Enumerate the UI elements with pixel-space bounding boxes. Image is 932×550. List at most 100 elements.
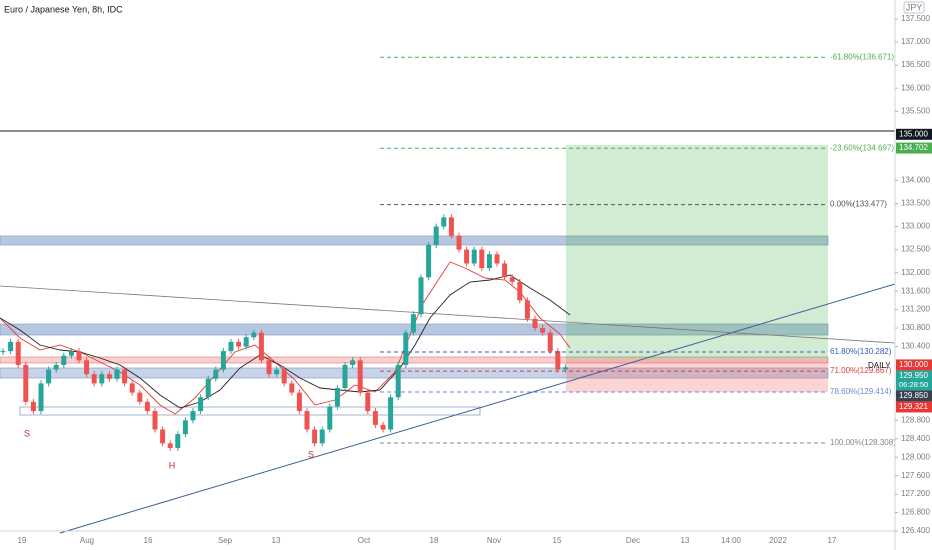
candle bbox=[175, 434, 181, 448]
x-tick-label: 15 bbox=[553, 536, 562, 545]
trend-line bbox=[59, 283, 896, 534]
zone bbox=[19, 406, 481, 416]
candle bbox=[471, 249, 477, 264]
x-tick-label: 13 bbox=[272, 536, 281, 545]
candle bbox=[274, 369, 280, 375]
x-tick-label: Oct bbox=[358, 536, 371, 545]
candle bbox=[418, 277, 424, 315]
candle bbox=[372, 411, 378, 425]
fib-level: -23.60%(134.697) bbox=[380, 143, 894, 152]
y-tick-label: 132.500 bbox=[901, 245, 930, 254]
candle bbox=[99, 374, 105, 384]
moving-average bbox=[0, 274, 571, 409]
y-tick-label: 126.800 bbox=[901, 508, 930, 517]
price-tag bbox=[896, 128, 932, 140]
candle bbox=[23, 364, 29, 402]
price-tag bbox=[896, 370, 932, 391]
y-tick-label: 127.600 bbox=[901, 471, 930, 480]
candle bbox=[129, 383, 135, 393]
candle bbox=[327, 406, 333, 430]
candle bbox=[319, 429, 325, 444]
candle bbox=[334, 388, 340, 407]
y-tick-label: 130.800 bbox=[901, 323, 930, 332]
candle bbox=[357, 360, 363, 393]
candles bbox=[0, 214, 568, 451]
stop-box bbox=[566, 360, 828, 392]
x-tick-label: Dec bbox=[626, 536, 640, 545]
y-tick-label: 133.000 bbox=[901, 222, 930, 231]
candle bbox=[342, 364, 348, 389]
candle bbox=[289, 383, 295, 393]
candle bbox=[30, 401, 36, 412]
currency: JPY bbox=[906, 2, 923, 12]
y-tick-label: 131.600 bbox=[901, 286, 930, 295]
candle bbox=[547, 332, 553, 352]
y-tick-label: 128.000 bbox=[901, 452, 930, 461]
countdown: 06:28:50 bbox=[899, 380, 928, 389]
zone bbox=[0, 356, 829, 364]
candle bbox=[464, 249, 470, 264]
fib-level: 71.00%(129.867) bbox=[380, 366, 892, 375]
candle bbox=[433, 226, 439, 246]
candle bbox=[441, 217, 447, 227]
candle bbox=[388, 397, 394, 430]
fib-level: 61.80%(130.282) bbox=[380, 347, 892, 356]
fib-label: -23.60%(134.697) bbox=[830, 143, 894, 152]
fib-label: 100.00%(128.308) bbox=[830, 438, 896, 447]
candle bbox=[258, 332, 264, 361]
candle bbox=[38, 383, 44, 412]
candle bbox=[114, 369, 120, 379]
y-tick-label: 135.500 bbox=[901, 106, 930, 115]
candle bbox=[410, 314, 416, 333]
candle bbox=[236, 341, 242, 347]
candle bbox=[395, 364, 401, 398]
candle bbox=[350, 360, 356, 365]
price-tag bbox=[896, 390, 932, 402]
y-tick-label: 136.500 bbox=[901, 60, 930, 69]
candle bbox=[106, 374, 112, 379]
pattern-label: S bbox=[308, 449, 314, 459]
zone bbox=[0, 367, 829, 379]
y-tick-label: 134.000 bbox=[901, 176, 930, 185]
x-tick-label: Sep bbox=[218, 536, 233, 545]
candle bbox=[53, 364, 59, 370]
candle bbox=[182, 420, 188, 435]
fib-label: 71.00%(129.867) bbox=[830, 366, 892, 375]
y-tick-label: 137.000 bbox=[901, 37, 930, 46]
moving-average bbox=[0, 261, 571, 415]
candle bbox=[160, 429, 166, 444]
y-tick-label: 128.800 bbox=[901, 415, 930, 424]
fib-level: 78.60%(129.414) bbox=[380, 387, 892, 396]
candle bbox=[220, 351, 226, 370]
candle bbox=[213, 369, 219, 379]
candle bbox=[68, 351, 74, 356]
y-tick-label: 133.500 bbox=[901, 199, 930, 208]
candle bbox=[190, 411, 196, 421]
price-tag bbox=[896, 359, 932, 371]
x-tick-label: Nov bbox=[487, 536, 501, 545]
y-tick-label: 137.500 bbox=[901, 14, 930, 23]
candle bbox=[426, 245, 432, 278]
candle bbox=[61, 355, 67, 365]
candle bbox=[524, 300, 530, 319]
candle bbox=[84, 360, 90, 375]
y-tick-label: 128.400 bbox=[901, 434, 930, 443]
currency-box bbox=[903, 1, 925, 14]
price-tag-label: 134.702 bbox=[899, 143, 928, 152]
price-axis bbox=[895, 0, 932, 550]
candle bbox=[266, 360, 272, 375]
x-tick-label: 14:00 bbox=[721, 536, 742, 545]
candle bbox=[8, 341, 14, 352]
candle bbox=[486, 254, 492, 269]
candle bbox=[281, 369, 287, 384]
candle bbox=[243, 337, 249, 347]
candle bbox=[304, 411, 310, 430]
candle bbox=[152, 411, 158, 430]
candle bbox=[228, 341, 234, 352]
price-tag-label: 129.950 bbox=[899, 371, 928, 380]
candle bbox=[251, 332, 257, 338]
candle bbox=[46, 369, 52, 384]
y-tick-label: 130.400 bbox=[901, 342, 930, 351]
